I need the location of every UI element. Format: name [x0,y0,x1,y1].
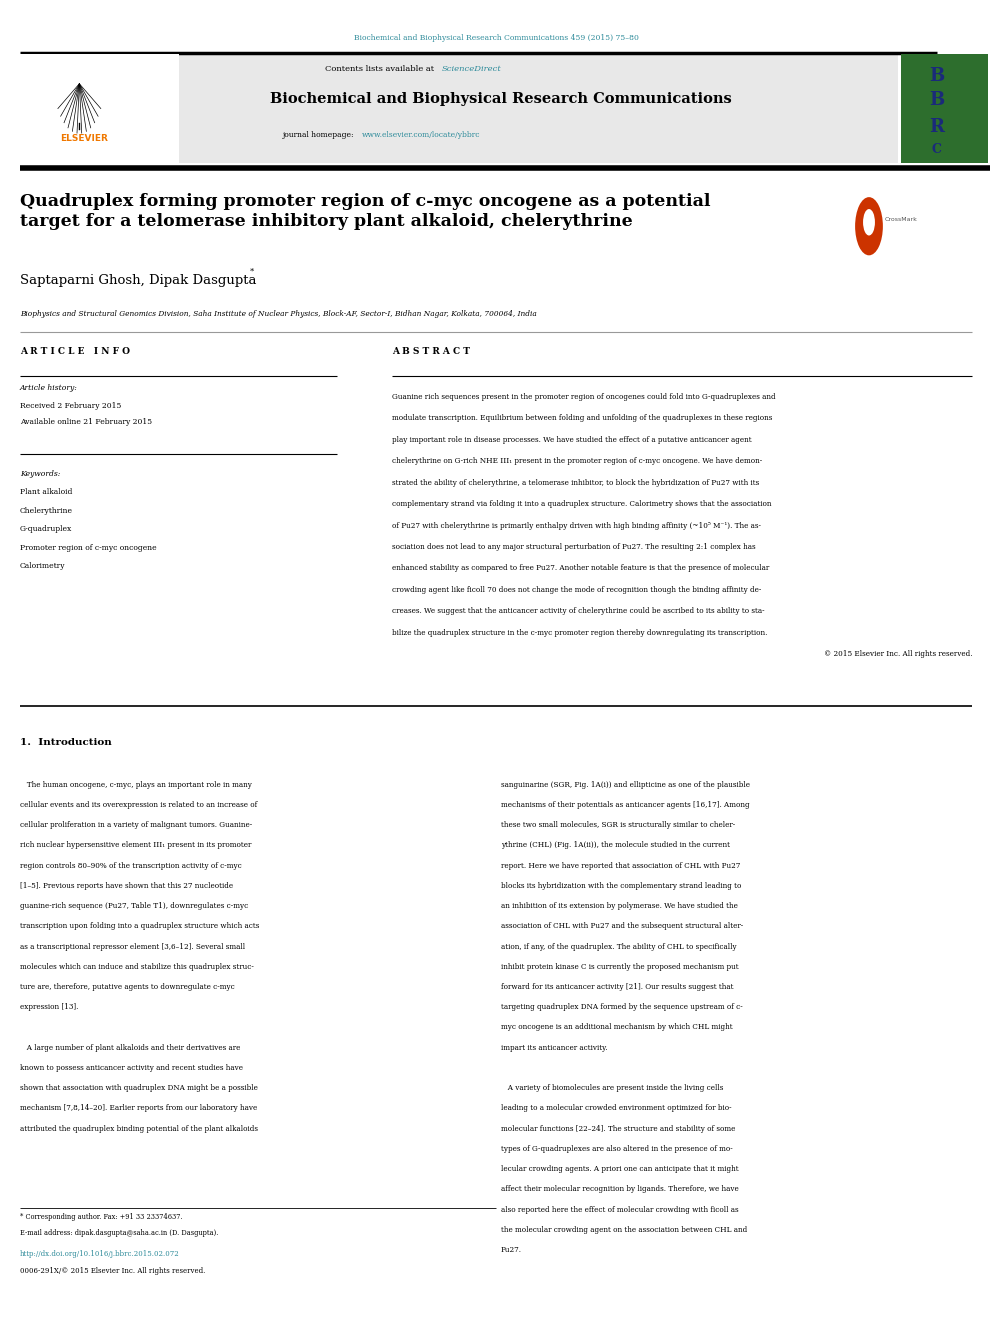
Text: ation, if any, of the quadruplex. The ability of CHL to specifically: ation, if any, of the quadruplex. The ab… [501,942,737,950]
Text: 1.  Introduction: 1. Introduction [20,738,111,747]
Text: attributed the quadruplex binding potential of the plant alkaloids: attributed the quadruplex binding potent… [20,1125,258,1132]
Text: mechanism [7,8,14–20]. Earlier reports from our laboratory have: mechanism [7,8,14–20]. Earlier reports f… [20,1105,257,1113]
Text: forward for its anticancer activity [21]. Our results suggest that: forward for its anticancer activity [21]… [501,983,733,991]
Text: Quadruplex forming promoter region of c-myc oncogene as a potential
target for a: Quadruplex forming promoter region of c-… [20,193,710,230]
Text: Article history:: Article history: [20,384,77,392]
Text: shown that association with quadruplex DNA might be a possible: shown that association with quadruplex D… [20,1084,258,1093]
Text: ELSEVIER: ELSEVIER [61,134,108,143]
Text: also reported here the effect of molecular crowding with ficoll as: also reported here the effect of molecul… [501,1205,739,1213]
Text: strated the ability of chelerythrine, a telomerase inhibitor, to block the hybri: strated the ability of chelerythrine, a … [392,479,759,487]
Text: as a transcriptional repressor element [3,6–12]. Several small: as a transcriptional repressor element [… [20,942,245,950]
Text: E-mail address: dipak.dasgupta@saha.ac.in (D. Dasgupta).: E-mail address: dipak.dasgupta@saha.ac.i… [20,1229,218,1237]
Text: of Pu27 with chelerythrine is primarily enthalpy driven with high binding affini: of Pu27 with chelerythrine is primarily … [392,521,761,529]
Text: Saptaparni Ghosh, Dipak Dasgupta: Saptaparni Ghosh, Dipak Dasgupta [20,274,256,287]
Text: chelerythrine on G-rich NHE III₁ present in the promoter region of c-myc oncogen: chelerythrine on G-rich NHE III₁ present… [392,458,762,466]
Text: R: R [929,118,944,136]
FancyBboxPatch shape [901,54,988,163]
Text: journal homepage:: journal homepage: [283,131,357,139]
Text: A variety of biomolecules are present inside the living cells: A variety of biomolecules are present in… [501,1084,723,1093]
Text: A large number of plant alkaloids and their derivatives are: A large number of plant alkaloids and th… [20,1044,240,1052]
Text: ScienceDirect: ScienceDirect [441,65,501,73]
Text: Biochemical and Biophysical Research Communications 459 (2015) 75–80: Biochemical and Biophysical Research Com… [353,34,639,42]
Text: complementary strand via folding it into a quadruplex structure. Calorimetry sho: complementary strand via folding it into… [392,500,772,508]
Text: cellular events and its overexpression is related to an increase of: cellular events and its overexpression i… [20,800,257,808]
Text: play important role in disease processes. We have studied the effect of a putati: play important role in disease processes… [392,435,752,443]
Text: Received 2 February 2015: Received 2 February 2015 [20,402,121,410]
Text: B: B [929,67,944,85]
Ellipse shape [863,209,875,235]
Text: association of CHL with Pu27 and the subsequent structural alter-: association of CHL with Pu27 and the sub… [501,922,743,930]
Ellipse shape [855,197,883,255]
Text: sociation does not lead to any major structural perturbation of Pu27. The result: sociation does not lead to any major str… [392,542,756,550]
Text: expression [13].: expression [13]. [20,1003,78,1011]
Text: rich nuclear hypersensitive element III₁ present in its promoter: rich nuclear hypersensitive element III₁… [20,841,251,849]
Text: region controls 80–90% of the transcription activity of c-myc: region controls 80–90% of the transcript… [20,861,242,869]
Text: Available online 21 February 2015: Available online 21 February 2015 [20,418,152,426]
Text: blocks its hybridization with the complementary strand leading to: blocks its hybridization with the comple… [501,881,741,890]
Text: report. Here we have reported that association of CHL with Pu27: report. Here we have reported that assoc… [501,861,740,869]
Text: crowding agent like ficoll 70 does not change the mode of recognition though the: crowding agent like ficoll 70 does not c… [392,586,761,594]
Text: these two small molecules, SGR is structurally similar to cheler-: these two small molecules, SGR is struct… [501,822,735,830]
Text: impart its anticancer activity.: impart its anticancer activity. [501,1044,607,1052]
Text: sanguinarine (SGR, Fig. 1A(i)) and ellipticine as one of the plausible: sanguinarine (SGR, Fig. 1A(i)) and ellip… [501,781,750,789]
Text: Chelerythrine: Chelerythrine [20,507,72,515]
Text: Pu27.: Pu27. [501,1246,522,1254]
Text: cellular proliferation in a variety of malignant tumors. Guanine-: cellular proliferation in a variety of m… [20,822,252,830]
Text: molecular functions [22–24]. The structure and stability of some: molecular functions [22–24]. The structu… [501,1125,735,1132]
Text: *: * [250,267,254,275]
Text: ythrine (CHL) (Fig. 1A(ii)), the molecule studied in the current: ythrine (CHL) (Fig. 1A(ii)), the molecul… [501,841,730,849]
Text: leading to a molecular crowded environment optimized for bio-: leading to a molecular crowded environme… [501,1105,731,1113]
Text: Calorimetry: Calorimetry [20,562,65,570]
Text: C: C [931,143,941,156]
Text: [1–5]. Previous reports have shown that this 27 nucleotide: [1–5]. Previous reports have shown that … [20,881,233,890]
Text: Keywords:: Keywords: [20,470,61,478]
Text: Promoter region of c-myc oncogene: Promoter region of c-myc oncogene [20,544,157,552]
Text: creases. We suggest that the anticancer activity of chelerythrine could be ascri: creases. We suggest that the anticancer … [392,607,765,615]
Text: www.elsevier.com/locate/ybbrc: www.elsevier.com/locate/ybbrc [362,131,480,139]
Text: A R T I C L E   I N F O: A R T I C L E I N F O [20,347,130,356]
Text: CrossMark: CrossMark [885,217,918,222]
Text: The human oncogene, c-myc, plays an important role in many: The human oncogene, c-myc, plays an impo… [20,781,252,789]
Text: enhanced stability as compared to free Pu27. Another notable feature is that the: enhanced stability as compared to free P… [392,565,769,573]
Text: © 2015 Elsevier Inc. All rights reserved.: © 2015 Elsevier Inc. All rights reserved… [823,650,972,658]
Text: mechanisms of their potentials as anticancer agents [16,17]. Among: mechanisms of their potentials as antica… [501,800,750,808]
Text: myc oncogene is an additional mechanism by which CHL might: myc oncogene is an additional mechanism … [501,1024,732,1032]
Text: an inhibition of its extension by polymerase. We have studied the: an inhibition of its extension by polyme… [501,902,738,910]
Text: Guanine rich sequences present in the promoter region of oncogenes could fold in: Guanine rich sequences present in the pr… [392,393,776,401]
Text: inhibit protein kinase C is currently the proposed mechanism put: inhibit protein kinase C is currently th… [501,963,739,971]
Text: Biochemical and Biophysical Research Communications: Biochemical and Biophysical Research Com… [270,93,732,106]
Text: types of G-quadruplexes are also altered in the presence of mo-: types of G-quadruplexes are also altered… [501,1144,733,1152]
Text: A B S T R A C T: A B S T R A C T [392,347,470,356]
Text: B: B [929,91,944,108]
Text: the molecular crowding agent on the association between CHL and: the molecular crowding agent on the asso… [501,1226,747,1234]
FancyBboxPatch shape [20,54,898,163]
FancyBboxPatch shape [20,54,179,163]
Text: G-quadruplex: G-quadruplex [20,525,72,533]
Text: affect their molecular recognition by ligands. Therefore, we have: affect their molecular recognition by li… [501,1185,739,1193]
Text: Plant alkaloid: Plant alkaloid [20,488,72,496]
Text: Biophysics and Structural Genomics Division, Saha Institute of Nuclear Physics, : Biophysics and Structural Genomics Divis… [20,310,537,318]
Text: Contents lists available at: Contents lists available at [324,65,436,73]
Text: targeting quadruplex DNA formed by the sequence upstream of c-: targeting quadruplex DNA formed by the s… [501,1003,743,1011]
Text: transcription upon folding into a quadruplex structure which acts: transcription upon folding into a quadru… [20,922,259,930]
Text: 0006-291X/© 2015 Elsevier Inc. All rights reserved.: 0006-291X/© 2015 Elsevier Inc. All right… [20,1267,205,1275]
Text: ture are, therefore, putative agents to downregulate c-myc: ture are, therefore, putative agents to … [20,983,234,991]
Text: http://dx.doi.org/10.1016/j.bbrc.2015.02.072: http://dx.doi.org/10.1016/j.bbrc.2015.02… [20,1250,180,1258]
Text: molecules which can induce and stabilize this quadruplex struc-: molecules which can induce and stabilize… [20,963,254,971]
Text: modulate transcription. Equilibrium between folding and unfolding of the quadrup: modulate transcription. Equilibrium betw… [392,414,772,422]
Text: * Corresponding author. Fax: +91 33 23374637.: * Corresponding author. Fax: +91 33 2337… [20,1213,183,1221]
Text: bilize the quadruplex structure in the c-myc promoter region thereby downregulat: bilize the quadruplex structure in the c… [392,628,767,636]
Text: lecular crowding agents. A priori one can anticipate that it might: lecular crowding agents. A priori one ca… [501,1166,739,1174]
Text: guanine-rich sequence (Pu27, Table T1), downregulates c-myc: guanine-rich sequence (Pu27, Table T1), … [20,902,248,910]
Text: known to possess anticancer activity and recent studies have: known to possess anticancer activity and… [20,1064,243,1072]
